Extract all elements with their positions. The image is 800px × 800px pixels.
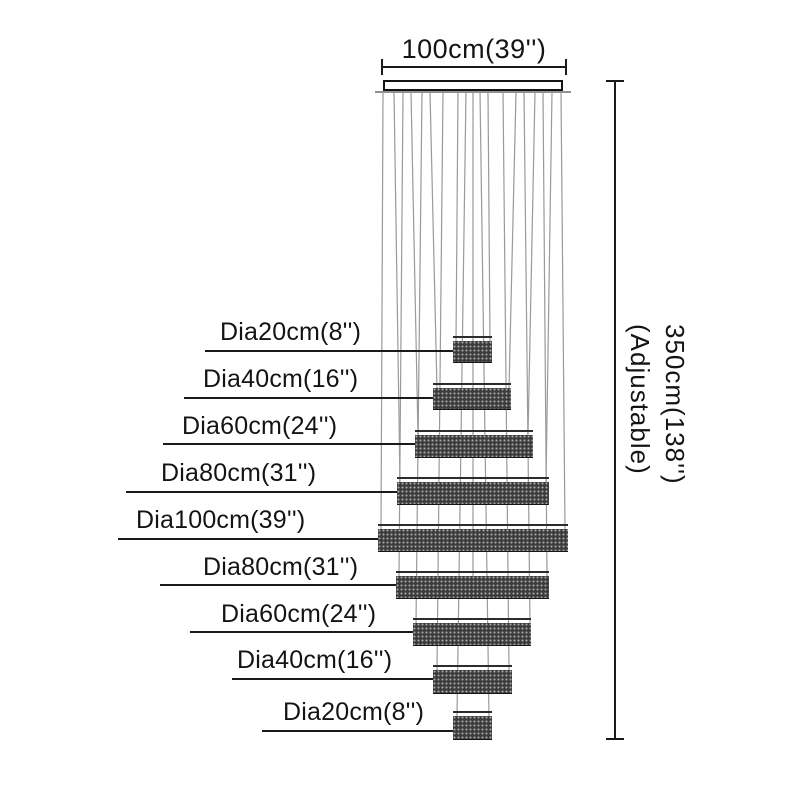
tier-1-dia20 [453, 336, 492, 363]
height-dimension-tick-top [606, 80, 624, 82]
tier-7-label: Dia60cm(24'') [221, 600, 377, 628]
tier-9-leader-line [262, 730, 453, 732]
tier-8-leader-line [232, 678, 433, 680]
width-dimension-label: 100cm(39'') [401, 34, 547, 64]
tier-9-dia20 [453, 711, 492, 740]
tier-7-dia60 [413, 618, 531, 646]
ceiling-canopy-plate [383, 80, 563, 91]
tier-2-dia40 [433, 383, 511, 410]
tier-3-leader-line [163, 443, 415, 445]
height-dimension-label: 350cm(138'') (Adjustable) [622, 324, 692, 534]
tier-1-label: Dia20cm(8'') [220, 318, 362, 346]
tier-2-leader-line [184, 397, 433, 399]
ceiling-line [375, 91, 571, 93]
tier-4-leader-line [126, 491, 397, 493]
tier-6-dia80 [396, 571, 549, 599]
tier-3-label: Dia60cm(24'') [182, 412, 338, 440]
tier-3-dia60 [415, 430, 533, 458]
tier-5-leader-line [118, 538, 378, 540]
tier-4-dia80 [397, 477, 549, 505]
tier-5-label: Dia100cm(39'') [136, 506, 306, 534]
tier-6-label: Dia80cm(31'') [203, 553, 359, 581]
tier-7-leader-line [190, 631, 413, 633]
tier-6-leader-line [160, 584, 396, 586]
width-dimension-tick-left [381, 59, 383, 75]
tier-9-label: Dia20cm(8'') [283, 698, 425, 726]
tier-4-label: Dia80cm(31'') [161, 459, 317, 487]
tier-1-leader-line [205, 350, 453, 352]
height-dimension-line [614, 81, 616, 739]
width-dimension-tick-right [565, 59, 567, 75]
height-dimension-label-line1: 350cm(138'') [660, 324, 690, 485]
tier-5-dia100 [378, 524, 568, 552]
tier-8-dia40 [433, 665, 512, 694]
tier-8-label: Dia40cm(16'') [237, 646, 393, 674]
height-dimension-tick-bottom [606, 738, 624, 740]
height-dimension-label-line2: (Adjustable) [625, 324, 655, 475]
width-dimension-line [382, 66, 566, 68]
tier-2-label: Dia40cm(16'') [203, 365, 359, 393]
